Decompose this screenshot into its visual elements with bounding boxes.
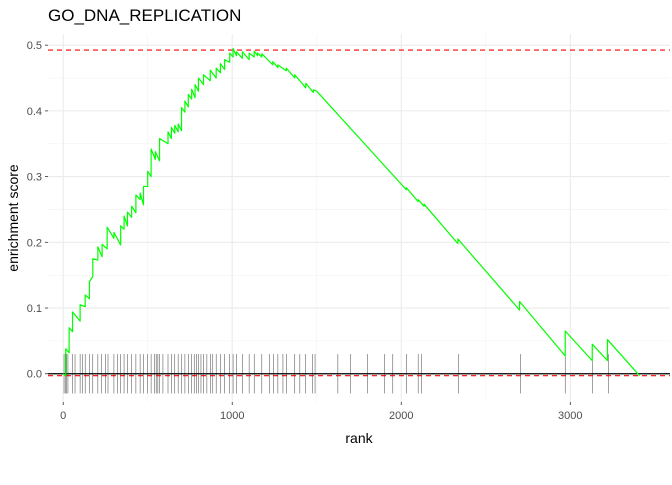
- x-axis-ticks: 0 1000 2000 3000: [60, 402, 583, 422]
- x-tick-label: 0: [60, 410, 66, 422]
- x-axis-title: rank: [345, 430, 373, 446]
- y-tick-label: 0.4: [27, 106, 42, 118]
- reference-lines: [48, 49, 670, 377]
- y-tick-label: 0.2: [27, 237, 42, 249]
- x-tick-label: 2000: [389, 410, 413, 422]
- x-tick-label: 3000: [558, 410, 582, 422]
- running-score-series: [62, 47, 641, 377]
- y-axis-ticks: 0.0 0.1 0.2 0.3 0.4 0.5: [27, 40, 48, 381]
- y-axis-title: enrichment score: [5, 164, 21, 272]
- x-tick-label: 1000: [220, 410, 244, 422]
- plot-panel: [48, 34, 670, 402]
- enrichment-score-line: [62, 47, 641, 377]
- y-tick-label: 0.3: [27, 172, 42, 184]
- chart-title: GO_DNA_REPLICATION: [48, 6, 241, 25]
- y-tick-label: 0.1: [27, 303, 42, 315]
- y-tick-label: 0.0: [27, 369, 42, 381]
- minor-gridlines: [48, 34, 670, 402]
- y-tick-label: 0.5: [27, 40, 42, 52]
